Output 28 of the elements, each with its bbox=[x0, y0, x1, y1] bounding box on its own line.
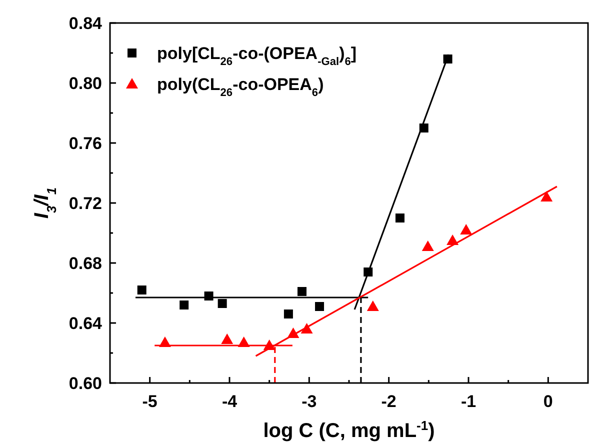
legend-label: poly(CL$_{26}$-co-OPEA$_{6}$) bbox=[157, 75, 324, 99]
point bbox=[297, 287, 306, 296]
x-tick-label: -1 bbox=[460, 392, 476, 411]
x-tick-label: -2 bbox=[381, 392, 396, 411]
point bbox=[180, 300, 189, 310]
point bbox=[315, 302, 324, 311]
point bbox=[137, 286, 146, 294]
x-tick-label: -4 bbox=[222, 392, 238, 411]
point bbox=[218, 299, 227, 308]
point bbox=[460, 224, 472, 234]
point bbox=[221, 334, 234, 344]
y-tick-label: 0.64 bbox=[68, 314, 103, 333]
x-tick-label: -5 bbox=[142, 392, 158, 411]
y-tick-label: 0.80 bbox=[68, 74, 102, 93]
x-tick-label: -3 bbox=[302, 392, 317, 411]
x-axis-title: log C (C, mg mL$^{-1}$) bbox=[263, 418, 435, 442]
point bbox=[395, 214, 404, 222]
y-tick-label: 0.60 bbox=[68, 374, 102, 393]
point bbox=[366, 300, 379, 311]
x-tick-label: 0 bbox=[543, 392, 553, 411]
y-tick-label: 0.84 bbox=[68, 14, 103, 33]
point bbox=[284, 310, 293, 318]
y-tick-label: 0.76 bbox=[68, 134, 102, 153]
point bbox=[540, 191, 553, 202]
y-tick-label: 0.68 bbox=[68, 254, 102, 273]
legend-label: poly[CL$_{26}$-co-(OPEA$_{-Gal}$)$_{6}$] bbox=[157, 44, 357, 68]
point bbox=[422, 240, 434, 251]
y-tick-label: 0.72 bbox=[68, 194, 102, 213]
